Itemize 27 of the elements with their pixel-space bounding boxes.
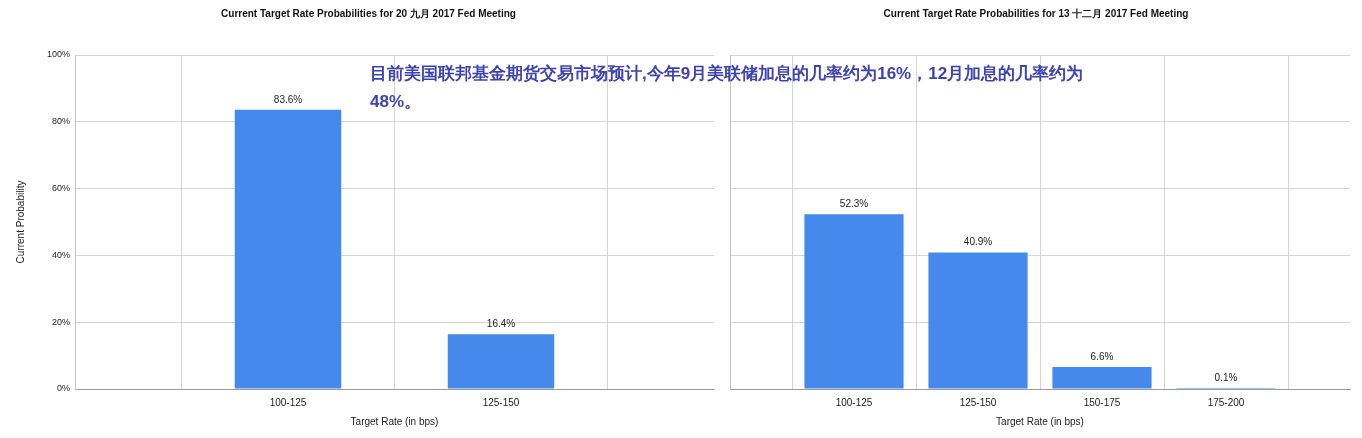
x-tick-label: 175-200 — [1207, 396, 1245, 408]
y-tick-label: 20% — [51, 316, 70, 327]
data-label: 0.1% — [1214, 371, 1238, 383]
y-tick-label: 0% — [56, 383, 70, 394]
chart-title: Current Target Rate Probabilities for 20 九月 2017 Fed Meeting — [221, 7, 516, 19]
x-axis-title: Target Rate (in bps) — [350, 415, 439, 427]
y-tick-label: 100% — [46, 49, 70, 60]
data-label: 83.6% — [273, 93, 303, 105]
y-axis-title: Current Probability — [14, 180, 26, 264]
data-label: 16.4% — [486, 317, 516, 329]
x-tick-label: 125-150 — [482, 396, 520, 408]
data-label: 6.6% — [1090, 350, 1114, 362]
x-tick-label: 100-125 — [835, 396, 873, 408]
bar — [928, 252, 1028, 389]
x-tick-label: 125-150 — [959, 396, 997, 408]
annotation: 目前美国联邦基金期货交易市场预计,今年9月美联储加息的几率约为16%，12月加息的几率约为48%。 — [370, 63, 1085, 113]
bar — [804, 214, 904, 389]
y-tick-label: 60% — [51, 183, 70, 194]
y-tick-label: 80% — [51, 116, 70, 127]
data-label: 52.3% — [839, 198, 869, 210]
x-tick-label: 150-175 — [1083, 396, 1121, 408]
data-label: 40.9% — [963, 236, 993, 248]
x-axis-title: Target Rate (in bps) — [996, 415, 1084, 427]
bar — [1052, 366, 1152, 389]
x-tick-label: 100-125 — [269, 396, 307, 408]
chart-title: Current Target Rate Probabilities for 13 十二月 2017 Fed Meeting — [883, 7, 1189, 19]
y-tick-label: 40% — [51, 249, 70, 260]
